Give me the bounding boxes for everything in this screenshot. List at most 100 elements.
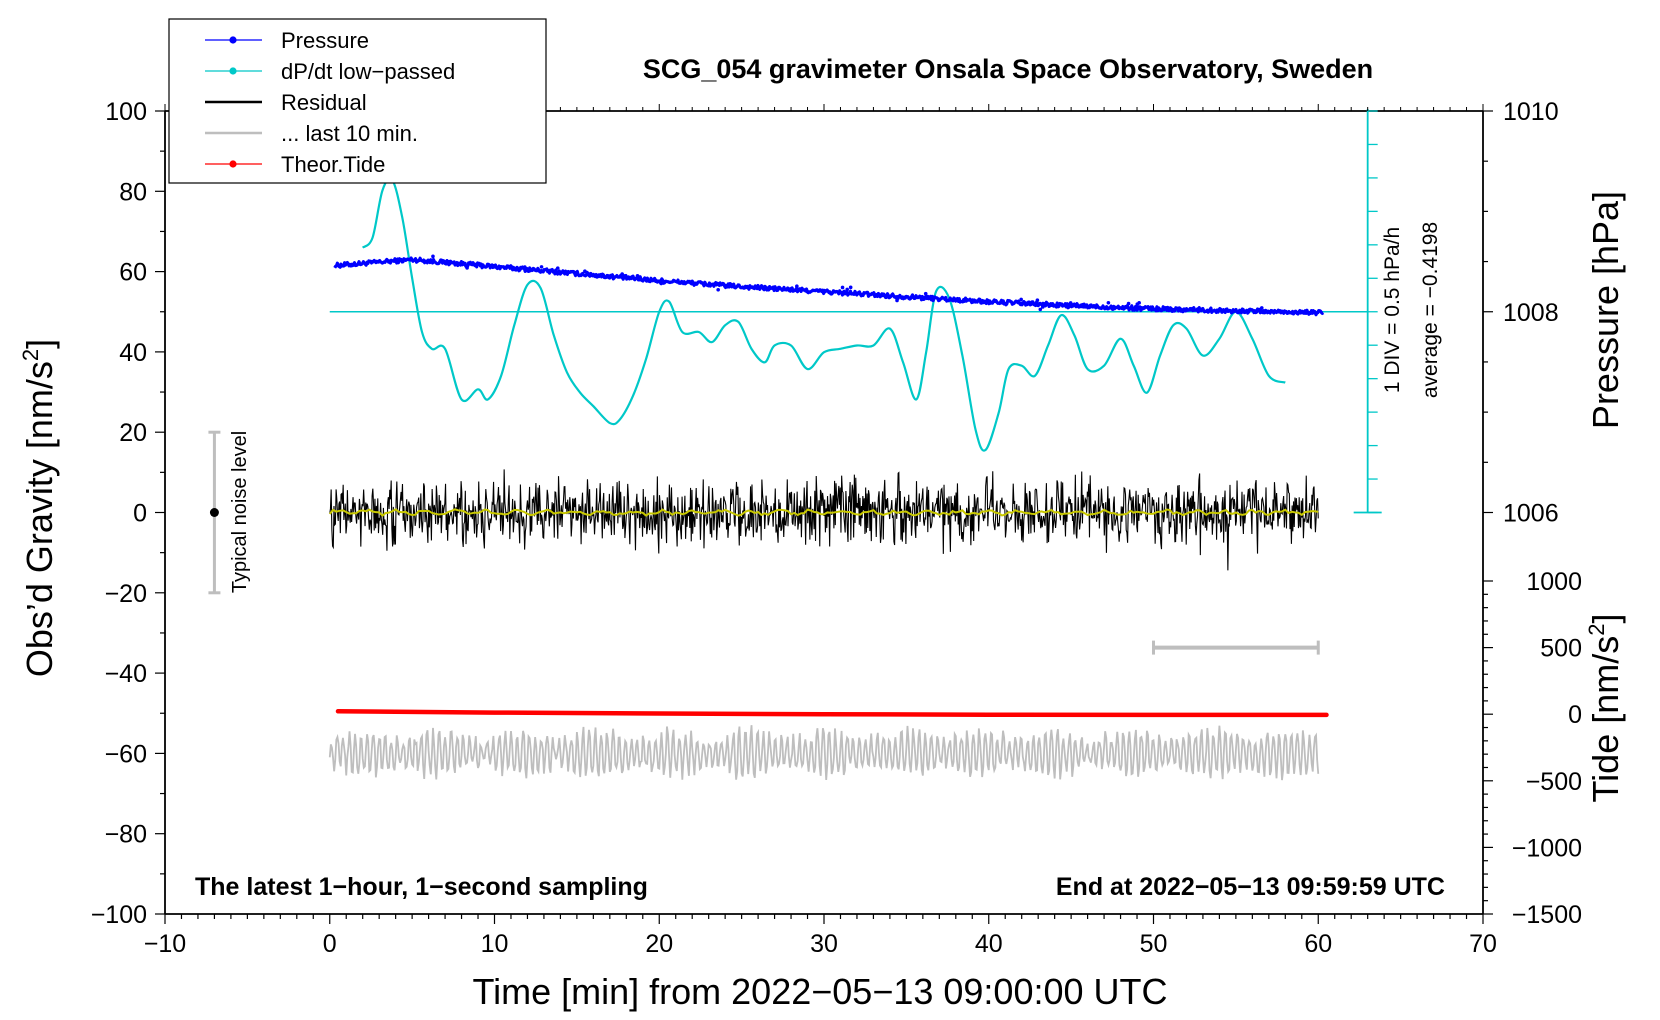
tide-tick-label: −1000 — [1512, 834, 1582, 862]
tide-tick-label: 0 — [1568, 701, 1582, 729]
pressure-tick-label: 1010 — [1503, 98, 1559, 126]
legend-label: dP/dt low−passed — [281, 59, 455, 84]
legend-marker — [229, 36, 237, 44]
pressure-point — [1040, 305, 1045, 309]
legend-marker — [229, 160, 237, 168]
pressure-point — [1220, 310, 1224, 314]
pressure-point — [608, 273, 613, 278]
pressure-point — [555, 266, 560, 270]
legend-label: ... last 10 min. — [281, 121, 418, 146]
pressure-point — [840, 285, 845, 290]
bottom-right-note: End at 2022−05−13 09:59:59 UTC — [1056, 873, 1445, 901]
pressure-point — [1038, 307, 1043, 312]
y-tick-label: 0 — [133, 500, 147, 528]
dpdt-line — [361, 177, 1286, 452]
last-10-min-series — [328, 725, 1320, 781]
pressure-point — [716, 287, 720, 292]
pressure-point — [635, 273, 640, 278]
pressure-point — [583, 269, 587, 274]
pressure-axis-ticks: 1010 1008 1006 — [1483, 98, 1559, 528]
y-tick-label: 60 — [119, 259, 147, 287]
pressure-line — [333, 256, 1325, 317]
tide-tick-label: 1000 — [1526, 568, 1582, 596]
pressure-point — [770, 286, 775, 290]
pressure-point — [1135, 307, 1139, 312]
pressure-axis-label: Pressure [hPa] — [1585, 191, 1626, 429]
legend-label: Residual — [281, 90, 367, 115]
y-tick-label: 100 — [105, 98, 147, 126]
legend-items: Pressure dP/dt low−passed Residual ... last… — [205, 28, 455, 177]
pressure-tick-label: 1008 — [1503, 299, 1559, 327]
pressure-point — [1137, 301, 1141, 305]
y-tick-label: −20 — [105, 580, 147, 608]
pressure-point — [795, 284, 799, 288]
pressure-point — [845, 287, 849, 292]
x-tick-label: 20 — [645, 930, 673, 958]
pressure-point — [1126, 301, 1131, 306]
pressure-point — [848, 285, 853, 290]
y-tick-label: −100 — [91, 901, 147, 929]
x-tick-label: 10 — [481, 930, 509, 958]
tide-series — [335, 709, 1329, 718]
x-tick-label: 50 — [1140, 930, 1168, 958]
tide-axis-ticks: 1000 500 0 −500 −1000 −1500 — [1483, 568, 1582, 929]
pressure-point — [1068, 301, 1073, 305]
noise-level-indicator — [208, 430, 221, 595]
x-tick-label: 40 — [975, 930, 1003, 958]
average-label: average = −0.4198 — [1419, 222, 1442, 398]
y-tick-label: −80 — [105, 821, 147, 849]
noise-level-label: Typical noise level — [229, 431, 251, 593]
bottom-left-note: The latest 1−hour, 1−second sampling — [195, 873, 648, 901]
pressure-point — [447, 259, 452, 264]
x-tick-label: 60 — [1304, 930, 1332, 958]
pressure-point — [620, 272, 624, 276]
tide-tick-label: −1500 — [1512, 901, 1582, 929]
residual-smoothed-series — [328, 508, 1319, 517]
dpdt-series — [361, 177, 1286, 452]
pressure-point — [895, 298, 899, 303]
pressure-point — [1182, 308, 1187, 313]
x-tick-label: 30 — [810, 930, 838, 958]
y-axis-label-sup: 2 — [18, 349, 43, 361]
tide-axis-label-sup: 2 — [1584, 624, 1609, 636]
pressure-point — [463, 261, 467, 266]
y-tick-label: −60 — [105, 740, 147, 768]
dpdt-div-scale — [1353, 109, 1382, 514]
pressure-point — [923, 291, 928, 296]
pressure-point — [523, 265, 527, 269]
y-tick-label: −40 — [105, 660, 147, 688]
pressure-point — [1106, 300, 1111, 305]
noise-center-point — [209, 508, 219, 517]
x-axis-ticks: −10 0 10 20 30 40 50 60 70 — [144, 104, 1497, 958]
pressure-point — [1162, 305, 1166, 310]
pressure-point — [465, 266, 469, 270]
tide-tick-label: −500 — [1526, 768, 1582, 796]
last-10-min-line — [328, 725, 1320, 781]
x-tick-label: 0 — [323, 930, 337, 958]
legend-label: Theor.Tide — [281, 152, 385, 177]
div-label: 1 DIV = 0.5 hPa/h — [1381, 227, 1404, 393]
pressure-tick-label: 1006 — [1503, 500, 1559, 528]
legend-marker — [229, 67, 237, 75]
x-axis-label: Time [min] from 2022−05−13 09:00:00 UTC — [472, 971, 1167, 1012]
y-tick-label: 40 — [119, 339, 147, 367]
pressure-point — [431, 254, 435, 259]
pressure-point — [588, 271, 593, 276]
tide-line — [335, 709, 1329, 718]
y-axis-label-left: Obs’d Gravity [nm/s2] — [18, 339, 60, 677]
residual-smoothed-line — [328, 508, 1319, 517]
pressure-point — [1259, 306, 1264, 310]
x-tick-label: 70 — [1469, 930, 1497, 958]
tide-tick-label: 500 — [1540, 635, 1582, 663]
legend: Pressure dP/dt low−passed Residual ... last… — [168, 18, 547, 184]
ten-min-bar — [1152, 640, 1320, 655]
pressure-point — [638, 277, 642, 282]
legend-label: Pressure — [281, 28, 369, 53]
tide-axis-label: Tide [nm/s2] — [1584, 614, 1626, 803]
pressure-point — [597, 273, 601, 277]
pressure-point — [539, 265, 544, 269]
x-tick-label: −10 — [144, 930, 186, 958]
y-tick-label: 80 — [119, 178, 147, 206]
pressure-point — [1019, 297, 1023, 302]
